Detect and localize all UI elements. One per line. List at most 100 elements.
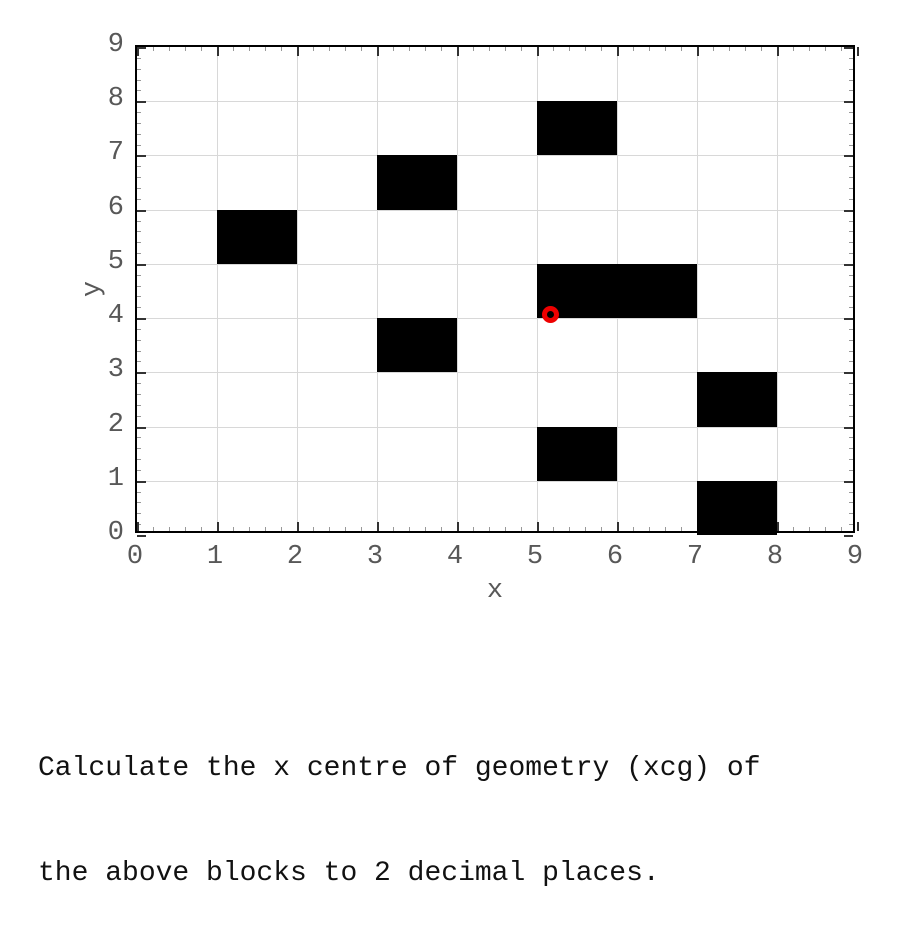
y-tick	[844, 209, 853, 212]
y-tick	[849, 339, 853, 341]
x-tick	[793, 527, 794, 531]
x-tick-label: 7	[686, 542, 704, 572]
gridline-horizontal	[137, 372, 853, 374]
x-tick-label: 5	[526, 542, 544, 572]
x-tick	[473, 47, 474, 51]
x-tick	[265, 47, 266, 51]
x-tick	[825, 47, 826, 51]
x-tick	[665, 527, 666, 531]
x-tick	[217, 47, 219, 56]
y-tick	[844, 155, 853, 158]
block	[217, 209, 297, 264]
x-tick	[297, 47, 299, 56]
y-tick	[137, 253, 141, 255]
y-tick	[849, 404, 853, 406]
x-tick	[713, 47, 714, 51]
y-tick	[849, 383, 853, 385]
y-tick	[849, 57, 853, 59]
x-tick	[201, 47, 202, 51]
x-tick	[377, 47, 379, 56]
y-tick	[137, 394, 141, 396]
x-tick	[505, 47, 506, 51]
y-tick	[137, 198, 141, 200]
y-tick	[137, 383, 141, 385]
x-tick	[681, 527, 682, 531]
gridline-horizontal	[137, 101, 853, 103]
y-tick	[849, 350, 853, 352]
x-tick-label: 1	[206, 542, 224, 572]
y-tick	[137, 339, 141, 341]
x-tick	[345, 47, 346, 51]
y-tick	[137, 177, 141, 179]
x-tick	[649, 47, 650, 51]
y-tick	[137, 307, 141, 309]
y-tick	[137, 68, 141, 70]
x-tick-label: 9	[846, 542, 864, 572]
block	[377, 155, 457, 210]
y-tick	[849, 220, 853, 222]
y-tick	[844, 318, 853, 321]
y-tick	[137, 480, 146, 483]
x-tick	[313, 47, 314, 51]
y-tick	[137, 328, 141, 330]
x-tick	[489, 47, 490, 51]
x-tick	[313, 527, 314, 531]
y-tick	[849, 394, 853, 396]
x-tick	[537, 522, 539, 531]
x-tick	[633, 527, 634, 531]
y-tick	[844, 535, 853, 537]
gridline-horizontal	[137, 318, 853, 320]
y-tick	[844, 47, 853, 49]
block	[697, 480, 777, 535]
x-tick	[857, 522, 859, 531]
x-tick	[425, 47, 426, 51]
x-tick	[409, 47, 410, 51]
y-tick	[137, 426, 146, 429]
gridline-vertical	[457, 47, 458, 531]
y-tick	[137, 220, 141, 222]
y-tick-label: 7	[107, 138, 124, 169]
y-tick	[137, 535, 146, 537]
y-tick	[137, 47, 146, 49]
y-tick	[849, 448, 853, 450]
y-tick	[137, 372, 146, 375]
gridline-horizontal	[137, 155, 853, 157]
x-tick	[249, 47, 250, 51]
gridline-horizontal	[137, 426, 853, 428]
x-tick	[441, 527, 442, 531]
gridline-horizontal	[137, 263, 853, 265]
x-tick	[809, 527, 810, 531]
x-tick	[809, 47, 810, 51]
x-tick-label: 6	[606, 542, 624, 572]
y-tick	[137, 469, 141, 471]
gridline-vertical	[697, 47, 698, 531]
question-line: Calculate the x centre of geometry (xcg)…	[38, 753, 761, 784]
y-tick	[137, 242, 141, 244]
y-tick	[849, 253, 853, 255]
y-tick	[849, 437, 853, 439]
y-tick	[137, 155, 146, 158]
y-tick	[844, 372, 853, 375]
x-tick	[377, 522, 379, 531]
x-tick-label: 8	[766, 542, 784, 572]
x-tick	[649, 527, 650, 531]
gridline-horizontal	[137, 209, 853, 211]
block	[697, 372, 777, 427]
y-tick	[137, 144, 141, 146]
y-tick-label: 2	[107, 409, 124, 440]
y-tick	[137, 513, 141, 515]
gridline-horizontal	[137, 480, 853, 482]
y-tick	[137, 296, 141, 298]
y-tick	[849, 90, 853, 92]
y-tick-label: 0	[107, 518, 124, 548]
x-tick	[137, 47, 139, 56]
x-tick-label: 3	[366, 542, 384, 572]
y-tick-label: 3	[107, 355, 124, 386]
y-tick	[137, 133, 141, 135]
y-tick	[137, 404, 141, 406]
y-tick	[137, 79, 141, 81]
y-tick	[137, 209, 146, 212]
y-tick	[844, 263, 853, 266]
y-tick	[849, 274, 853, 276]
x-tick	[393, 47, 394, 51]
